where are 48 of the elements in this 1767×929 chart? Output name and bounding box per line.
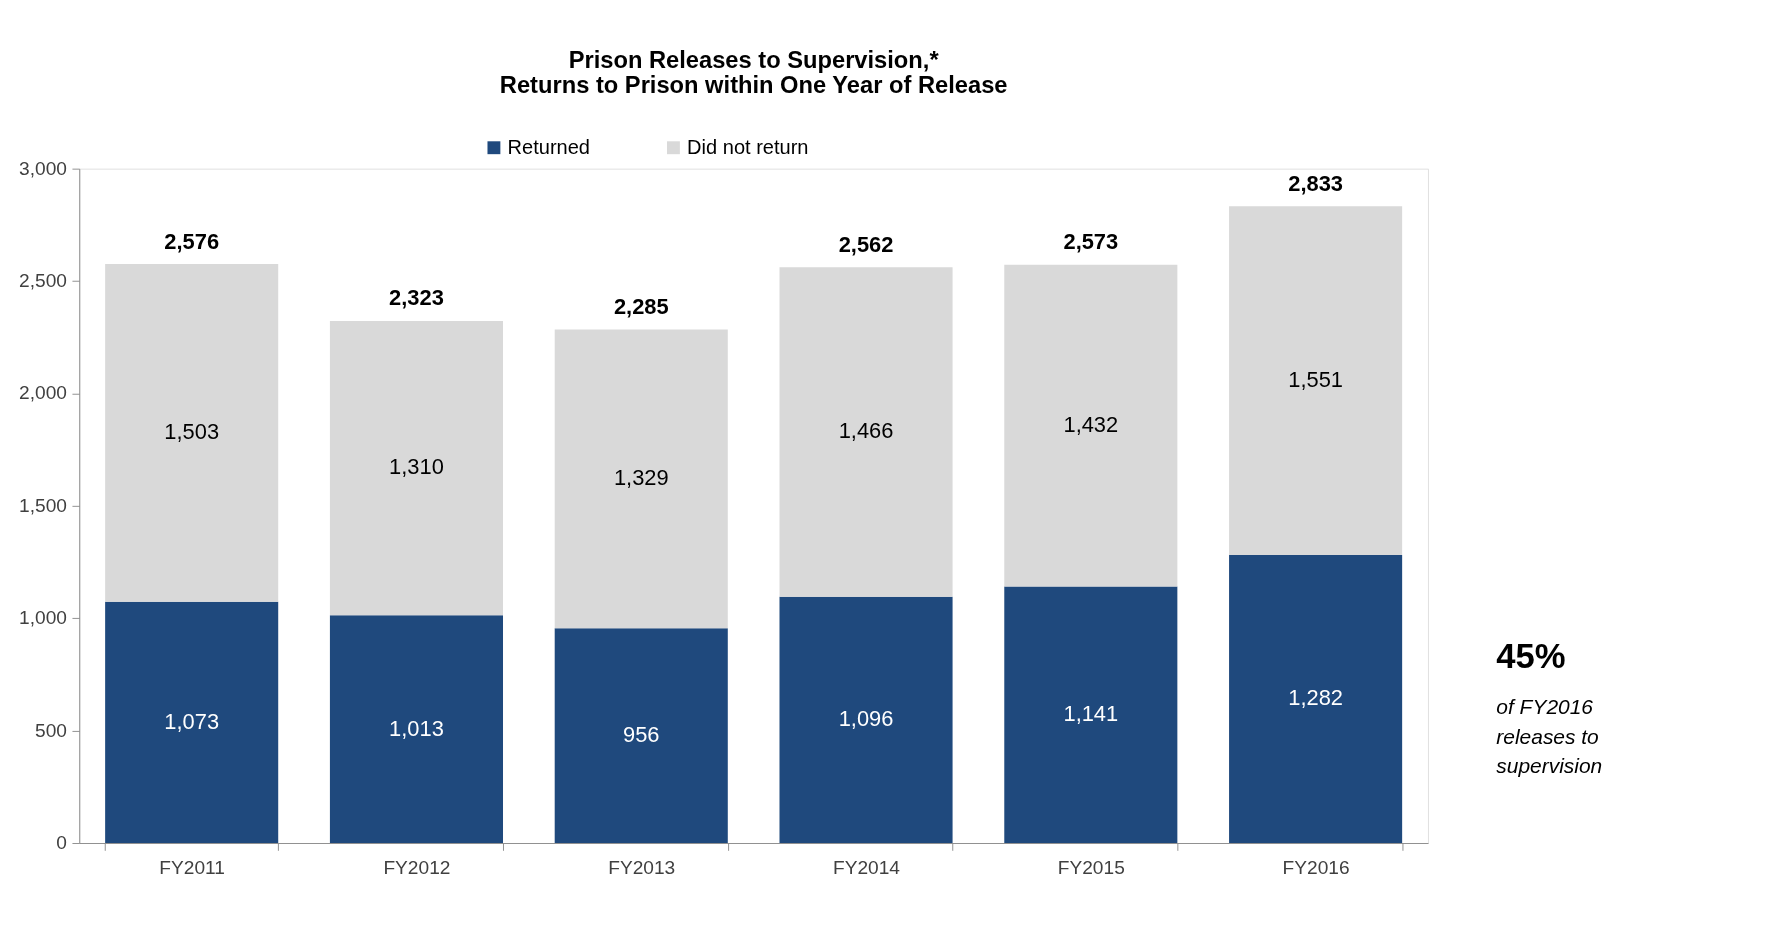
- bar: [105, 601, 279, 844]
- data-label: 1,013: [389, 715, 444, 741]
- bar: [779, 596, 953, 844]
- x-tick-label: FY2015: [1057, 856, 1125, 878]
- x-tick-label: FY2011: [159, 856, 225, 878]
- y-tick-label: 0: [56, 831, 67, 853]
- y-tick-label: 1,000: [19, 607, 67, 629]
- total-label: 2,285: [613, 293, 669, 319]
- data-label: 1,282: [1288, 685, 1343, 711]
- text: 45%: [1496, 637, 1566, 676]
- legend-label: Did not return: [687, 136, 809, 159]
- bar: [779, 267, 953, 597]
- bar: [329, 615, 503, 844]
- bar: [1004, 586, 1178, 844]
- chart-title: Prison Releases to Supervision,* Returns to Prison within One Year of Release: [499, 46, 1008, 99]
- bar: [105, 264, 279, 602]
- y-tick-label: 2,500: [19, 270, 67, 292]
- total-label: 2,323: [389, 285, 444, 311]
- y-tick-label: 3,000: [19, 157, 67, 179]
- bar: [1229, 554, 1403, 844]
- bar: [1229, 206, 1403, 555]
- data-label: 1,096: [838, 706, 894, 732]
- total-label: 2,562: [838, 231, 894, 257]
- text: of FY2016 releases to supervision: [1496, 695, 1603, 777]
- x-tick-label: FY2014: [833, 856, 901, 878]
- data-label: 1,073: [164, 708, 220, 734]
- bar: [554, 329, 728, 629]
- y-tick-label: 500: [35, 719, 67, 741]
- total-label: 2,576: [164, 228, 220, 254]
- x-tick-label: FY2016: [1282, 856, 1350, 878]
- data-label: 1,432: [1063, 412, 1119, 438]
- data-label: 1,551: [1288, 366, 1343, 392]
- data-label: 1,466: [838, 418, 894, 444]
- legend-label: Returned: [507, 136, 590, 159]
- x-tick-label: FY2012: [383, 856, 451, 878]
- data-label: 1,141: [1063, 701, 1119, 727]
- data-label: 1,503: [164, 419, 220, 445]
- bar: [554, 628, 728, 844]
- total-label: 2,573: [1063, 229, 1119, 255]
- bar: [329, 320, 503, 616]
- data-label: 1,329: [613, 465, 669, 491]
- data-label: 956: [623, 721, 660, 747]
- y-tick-label: 1,500: [19, 494, 67, 516]
- total-label: 2,833: [1288, 170, 1343, 196]
- y-tick-label: 2,000: [19, 382, 67, 404]
- x-tick-label: FY2013: [608, 856, 676, 878]
- data-label: 1,310: [389, 454, 444, 480]
- bar: [1004, 264, 1178, 587]
